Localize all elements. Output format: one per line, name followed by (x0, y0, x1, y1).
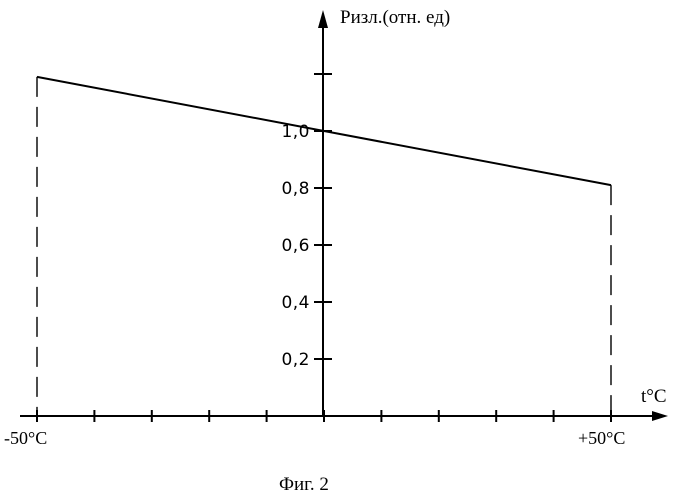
axes (20, 10, 668, 421)
x-axis-arrow (652, 411, 668, 421)
figure-caption: Фиг. 2 (279, 474, 329, 495)
x-tick-label: +50°C (578, 428, 625, 448)
y-axis-title: Pизл.(отн. ед) (340, 7, 450, 28)
y-tick-label: 1,0 (281, 122, 310, 142)
labels: Pизл.(отн. ед) t°C Фиг. 2 0,2 0,4 0,6 0,8 1,… (4, 7, 667, 495)
x-tick-label: -50°C (4, 428, 47, 448)
y-axis-arrow (318, 10, 328, 28)
y-tick-label: 0,4 (281, 293, 310, 313)
y-tick-label: 0,2 (281, 350, 310, 370)
y-tick-label: 0,8 (281, 179, 310, 199)
x-axis-title: t°C (641, 386, 667, 407)
y-tick-label: 0,6 (281, 236, 310, 256)
